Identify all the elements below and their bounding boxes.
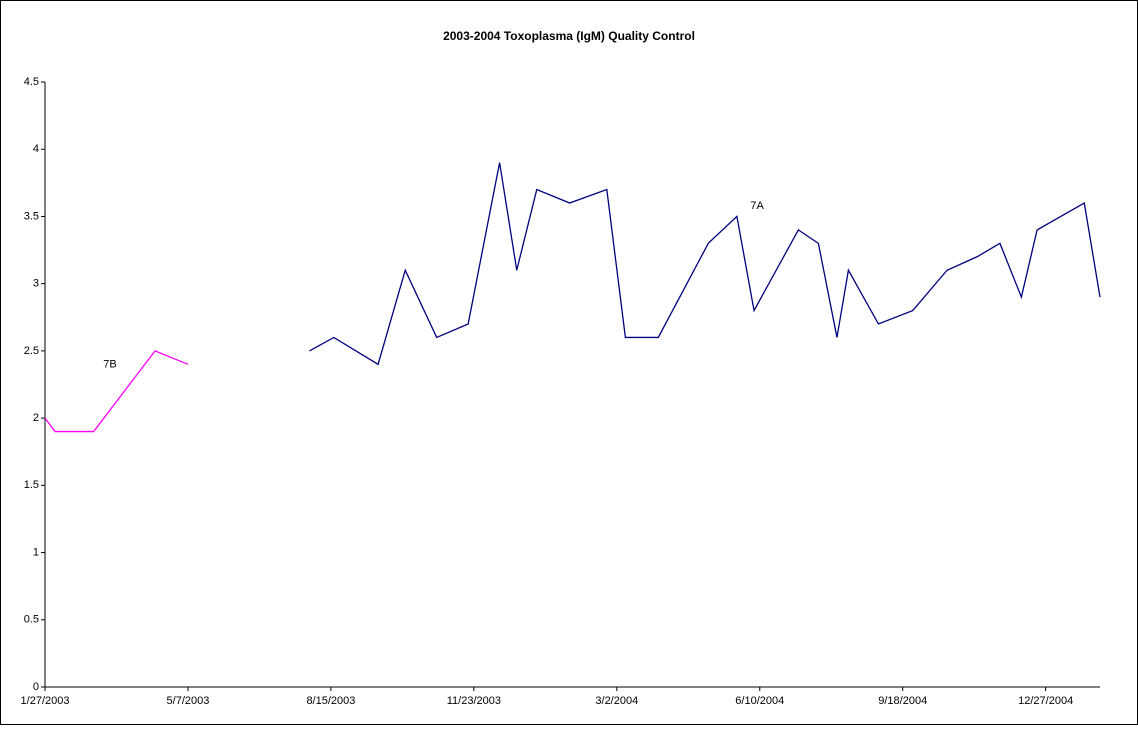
y-tick-label: 4.5	[24, 76, 39, 88]
x-tick-label: 11/23/2003	[447, 695, 501, 707]
x-tick-label: 5/7/2003	[167, 695, 210, 707]
y-tick-label: 1.5	[24, 479, 39, 491]
series-label: 7B	[103, 358, 116, 370]
series-line	[44, 350, 189, 433]
x-tick-label: 3/2/2004	[595, 695, 638, 707]
series-label: 7A	[750, 200, 764, 212]
x-tick-label: 6/10/2004	[735, 695, 784, 707]
y-tick-label: 2.5	[24, 345, 39, 357]
y-tick-label: 3	[33, 278, 39, 290]
y-tick-label: 3.5	[24, 210, 39, 222]
y-tick-label: 0.5	[24, 614, 39, 626]
x-tick-label: 1/27/2003	[21, 695, 70, 707]
x-tick-label: 12/27/2004	[1018, 695, 1073, 707]
chart-title: 2003-2004 Toxoplasma (IgM) Quality Contr…	[443, 29, 695, 43]
y-tick-label: 0	[33, 681, 39, 693]
series-line	[309, 162, 1101, 366]
y-tick-label: 1	[33, 546, 39, 558]
x-tick-label: 8/15/2003	[306, 695, 355, 707]
y-tick-label: 4	[33, 143, 39, 155]
x-tick-label: 9/18/2004	[878, 695, 927, 707]
y-tick-label: 2	[33, 412, 39, 424]
